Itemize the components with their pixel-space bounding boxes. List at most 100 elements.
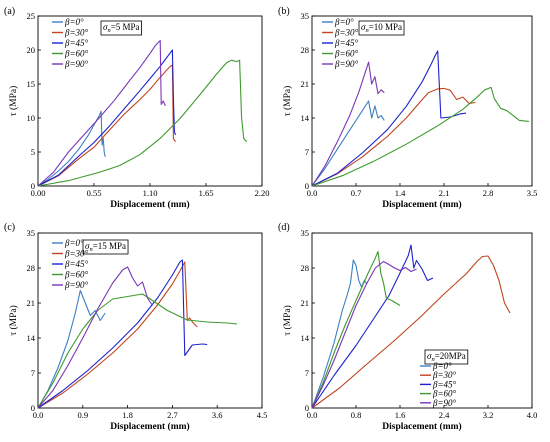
panel-d: 0.0 0.8 1.6 2.4 3.2 4.0 0 7 14 21 28 35 Displacement… bbox=[278, 222, 537, 432]
y-tick-label: 20 bbox=[27, 45, 36, 55]
legend-label-beta-60: β=60° bbox=[334, 49, 359, 59]
y-tick-label: 21 bbox=[301, 79, 310, 89]
legend-label-beta-90: β=90° bbox=[64, 59, 89, 69]
y-tick-label: 21 bbox=[27, 298, 36, 308]
series-line-beta-90 bbox=[311, 260, 417, 409]
x-tick-label: 3.5 bbox=[527, 188, 538, 198]
legend: β=0°β=30°β=45°β=60°β=90° bbox=[52, 17, 89, 69]
legend-label-beta-30: β=30° bbox=[64, 28, 89, 38]
annotation-box bbox=[358, 20, 405, 36]
annotation-box bbox=[100, 20, 142, 36]
y-tick-label: 7 bbox=[31, 368, 35, 378]
x-tick-label: 0.9 bbox=[77, 410, 88, 420]
legend-label-beta-90: β=90° bbox=[432, 398, 457, 408]
legend-label-beta-0: β=0° bbox=[64, 17, 84, 27]
series-line-beta-45 bbox=[37, 49, 177, 187]
series-line-beta-30 bbox=[311, 87, 476, 187]
y-tick-label: 14 bbox=[301, 333, 310, 343]
legend-label-beta-45: β=45° bbox=[334, 38, 359, 48]
normal-stress-annotation: σn=5 MPa bbox=[100, 20, 142, 36]
annotation-box bbox=[82, 239, 129, 255]
series-line-beta-0 bbox=[37, 289, 106, 409]
x-axis-label: Displacement (mm) bbox=[382, 421, 461, 432]
x-tick-label: 3.6 bbox=[212, 410, 223, 420]
panel-label: (c) bbox=[4, 222, 15, 233]
series-line-beta-90 bbox=[37, 266, 153, 409]
x-tick-label: 1.4 bbox=[395, 188, 406, 198]
panel-c: 0.0 0.9 1.8 2.7 3.6 4.5 0 7 14 21 28 35 Displacement… bbox=[4, 222, 267, 432]
x-tick-label: 0.8 bbox=[351, 410, 362, 420]
x-tick-label: 4.5 bbox=[257, 410, 268, 420]
x-axis-label: Displacement (mm) bbox=[382, 199, 461, 210]
y-tick-label: 0 bbox=[305, 403, 309, 413]
panel-label: (a) bbox=[4, 6, 15, 17]
x-tick-label: 1.10 bbox=[143, 188, 158, 198]
x-tick-label: 1.8 bbox=[122, 410, 133, 420]
y-axis-label: τ (MPa) bbox=[282, 305, 293, 335]
y-tick-label: 10 bbox=[27, 113, 36, 123]
annotation-box bbox=[424, 349, 469, 365]
series-line-beta-0 bbox=[311, 100, 385, 187]
y-tick-label: 0 bbox=[31, 181, 35, 191]
series-line-beta-45 bbox=[311, 244, 434, 409]
y-tick-label: 14 bbox=[301, 113, 310, 123]
legend-label-beta-0: β=0° bbox=[64, 238, 84, 248]
plot-frame bbox=[311, 232, 533, 409]
y-tick-label: 35 bbox=[27, 228, 36, 238]
series-line-beta-30 bbox=[37, 261, 198, 409]
annotation-text: σn=10 MPa bbox=[361, 22, 402, 34]
legend: β=0°β=30°β=45°β=60°β=90° bbox=[420, 361, 457, 408]
x-tick-label: 2.8 bbox=[483, 188, 494, 198]
x-tick-label: 0.0 bbox=[307, 410, 318, 420]
legend-label-beta-60: β=60° bbox=[64, 270, 89, 280]
x-tick-label: 1.65 bbox=[199, 188, 214, 198]
y-tick-label: 14 bbox=[27, 333, 36, 343]
legend-label-beta-30: β=30° bbox=[432, 370, 457, 380]
y-tick-label: 7 bbox=[305, 147, 309, 157]
y-tick-label: 25 bbox=[27, 11, 36, 21]
panel-a: 0.00 0.55 1.10 1.65 2.20 0 5 10 15 20 25 Displaceme… bbox=[4, 6, 269, 210]
legend-label-beta-60: β=60° bbox=[432, 389, 457, 399]
legend-label-beta-45: β=45° bbox=[432, 379, 457, 389]
series-line-beta-0 bbox=[37, 110, 106, 187]
x-axis-label: Displacement (mm) bbox=[110, 421, 189, 432]
legend-label-beta-90: β=90° bbox=[334, 59, 359, 69]
legend-label-beta-0: β=0° bbox=[334, 17, 354, 27]
y-axis-label: τ (MPa) bbox=[8, 305, 19, 335]
legend: β=0°β=30°β=45°β=60°β=90° bbox=[52, 238, 89, 290]
annotation-text: σn=15 MPa bbox=[85, 241, 126, 253]
legend-label-beta-30: β=30° bbox=[334, 28, 359, 38]
legend-label-beta-90: β=90° bbox=[64, 280, 89, 290]
normal-stress-annotation: σn=15 MPa bbox=[82, 239, 129, 255]
panel-b: 0.0 0.7 1.4 2.1 2.8 3.5 0 7 14 21 28 35 Displacement… bbox=[278, 6, 537, 210]
series-line-beta-0 bbox=[311, 259, 368, 409]
normal-stress-annotation: σn=20MPa bbox=[424, 349, 469, 365]
legend-label-beta-60: β=60° bbox=[64, 49, 89, 59]
y-tick-label: 35 bbox=[301, 228, 310, 238]
annotation-text: σn=5 MPa bbox=[103, 22, 140, 34]
x-axis-label: Displacement (mm) bbox=[110, 199, 189, 210]
plot-frame bbox=[37, 232, 263, 409]
x-tick-label: 0.00 bbox=[31, 188, 46, 198]
legend-label-beta-30: β=30° bbox=[64, 249, 89, 259]
y-tick-label: 0 bbox=[31, 403, 35, 413]
series-line-beta-60 bbox=[311, 250, 401, 409]
x-tick-label: 0.55 bbox=[87, 188, 102, 198]
x-tick-label: 2.7 bbox=[167, 410, 178, 420]
x-tick-label: 0.7 bbox=[351, 188, 362, 198]
y-tick-label: 28 bbox=[301, 263, 310, 273]
y-tick-label: 7 bbox=[305, 368, 309, 378]
y-tick-label: 15 bbox=[27, 79, 36, 89]
y-tick-label: 5 bbox=[31, 147, 35, 157]
y-axis-label: τ (MPa) bbox=[8, 86, 19, 116]
series-line-beta-60 bbox=[37, 293, 238, 409]
x-tick-label: 0.0 bbox=[307, 188, 318, 198]
y-axis-label: τ (MPa) bbox=[282, 86, 293, 116]
x-tick-label: 3.2 bbox=[483, 410, 494, 420]
series-line-beta-90 bbox=[311, 61, 385, 187]
x-tick-label: 2.1 bbox=[439, 188, 450, 198]
series-line-beta-90 bbox=[37, 39, 166, 187]
panel-label: (b) bbox=[278, 6, 290, 17]
legend-label-beta-45: β=45° bbox=[64, 38, 89, 48]
